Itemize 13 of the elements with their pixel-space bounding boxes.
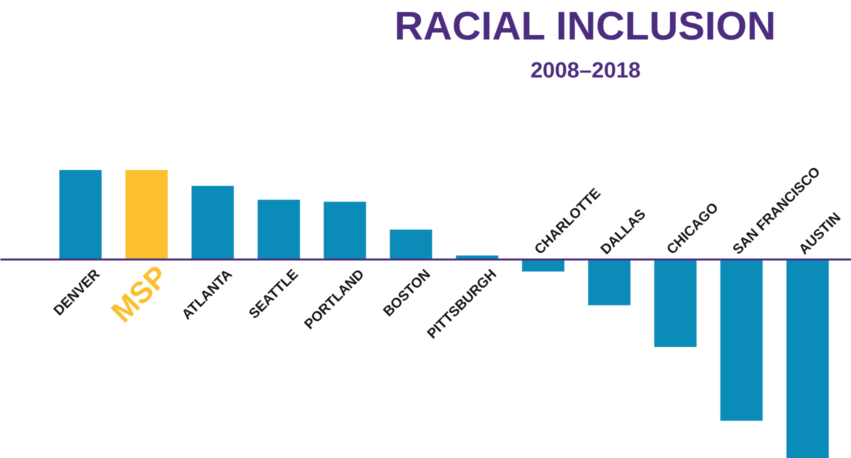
bar xyxy=(258,200,300,260)
bar xyxy=(654,260,697,348)
bar xyxy=(390,230,432,260)
bar xyxy=(192,186,234,260)
bar xyxy=(324,202,366,260)
bar xyxy=(125,170,168,260)
chart-title: RACIAL INCLUSION xyxy=(394,4,776,48)
chart-subtitle: 2008–2018 xyxy=(530,58,641,82)
bar xyxy=(59,170,102,260)
bar xyxy=(786,260,829,458)
bar xyxy=(522,260,564,272)
bar xyxy=(588,260,630,306)
bar xyxy=(720,260,763,421)
